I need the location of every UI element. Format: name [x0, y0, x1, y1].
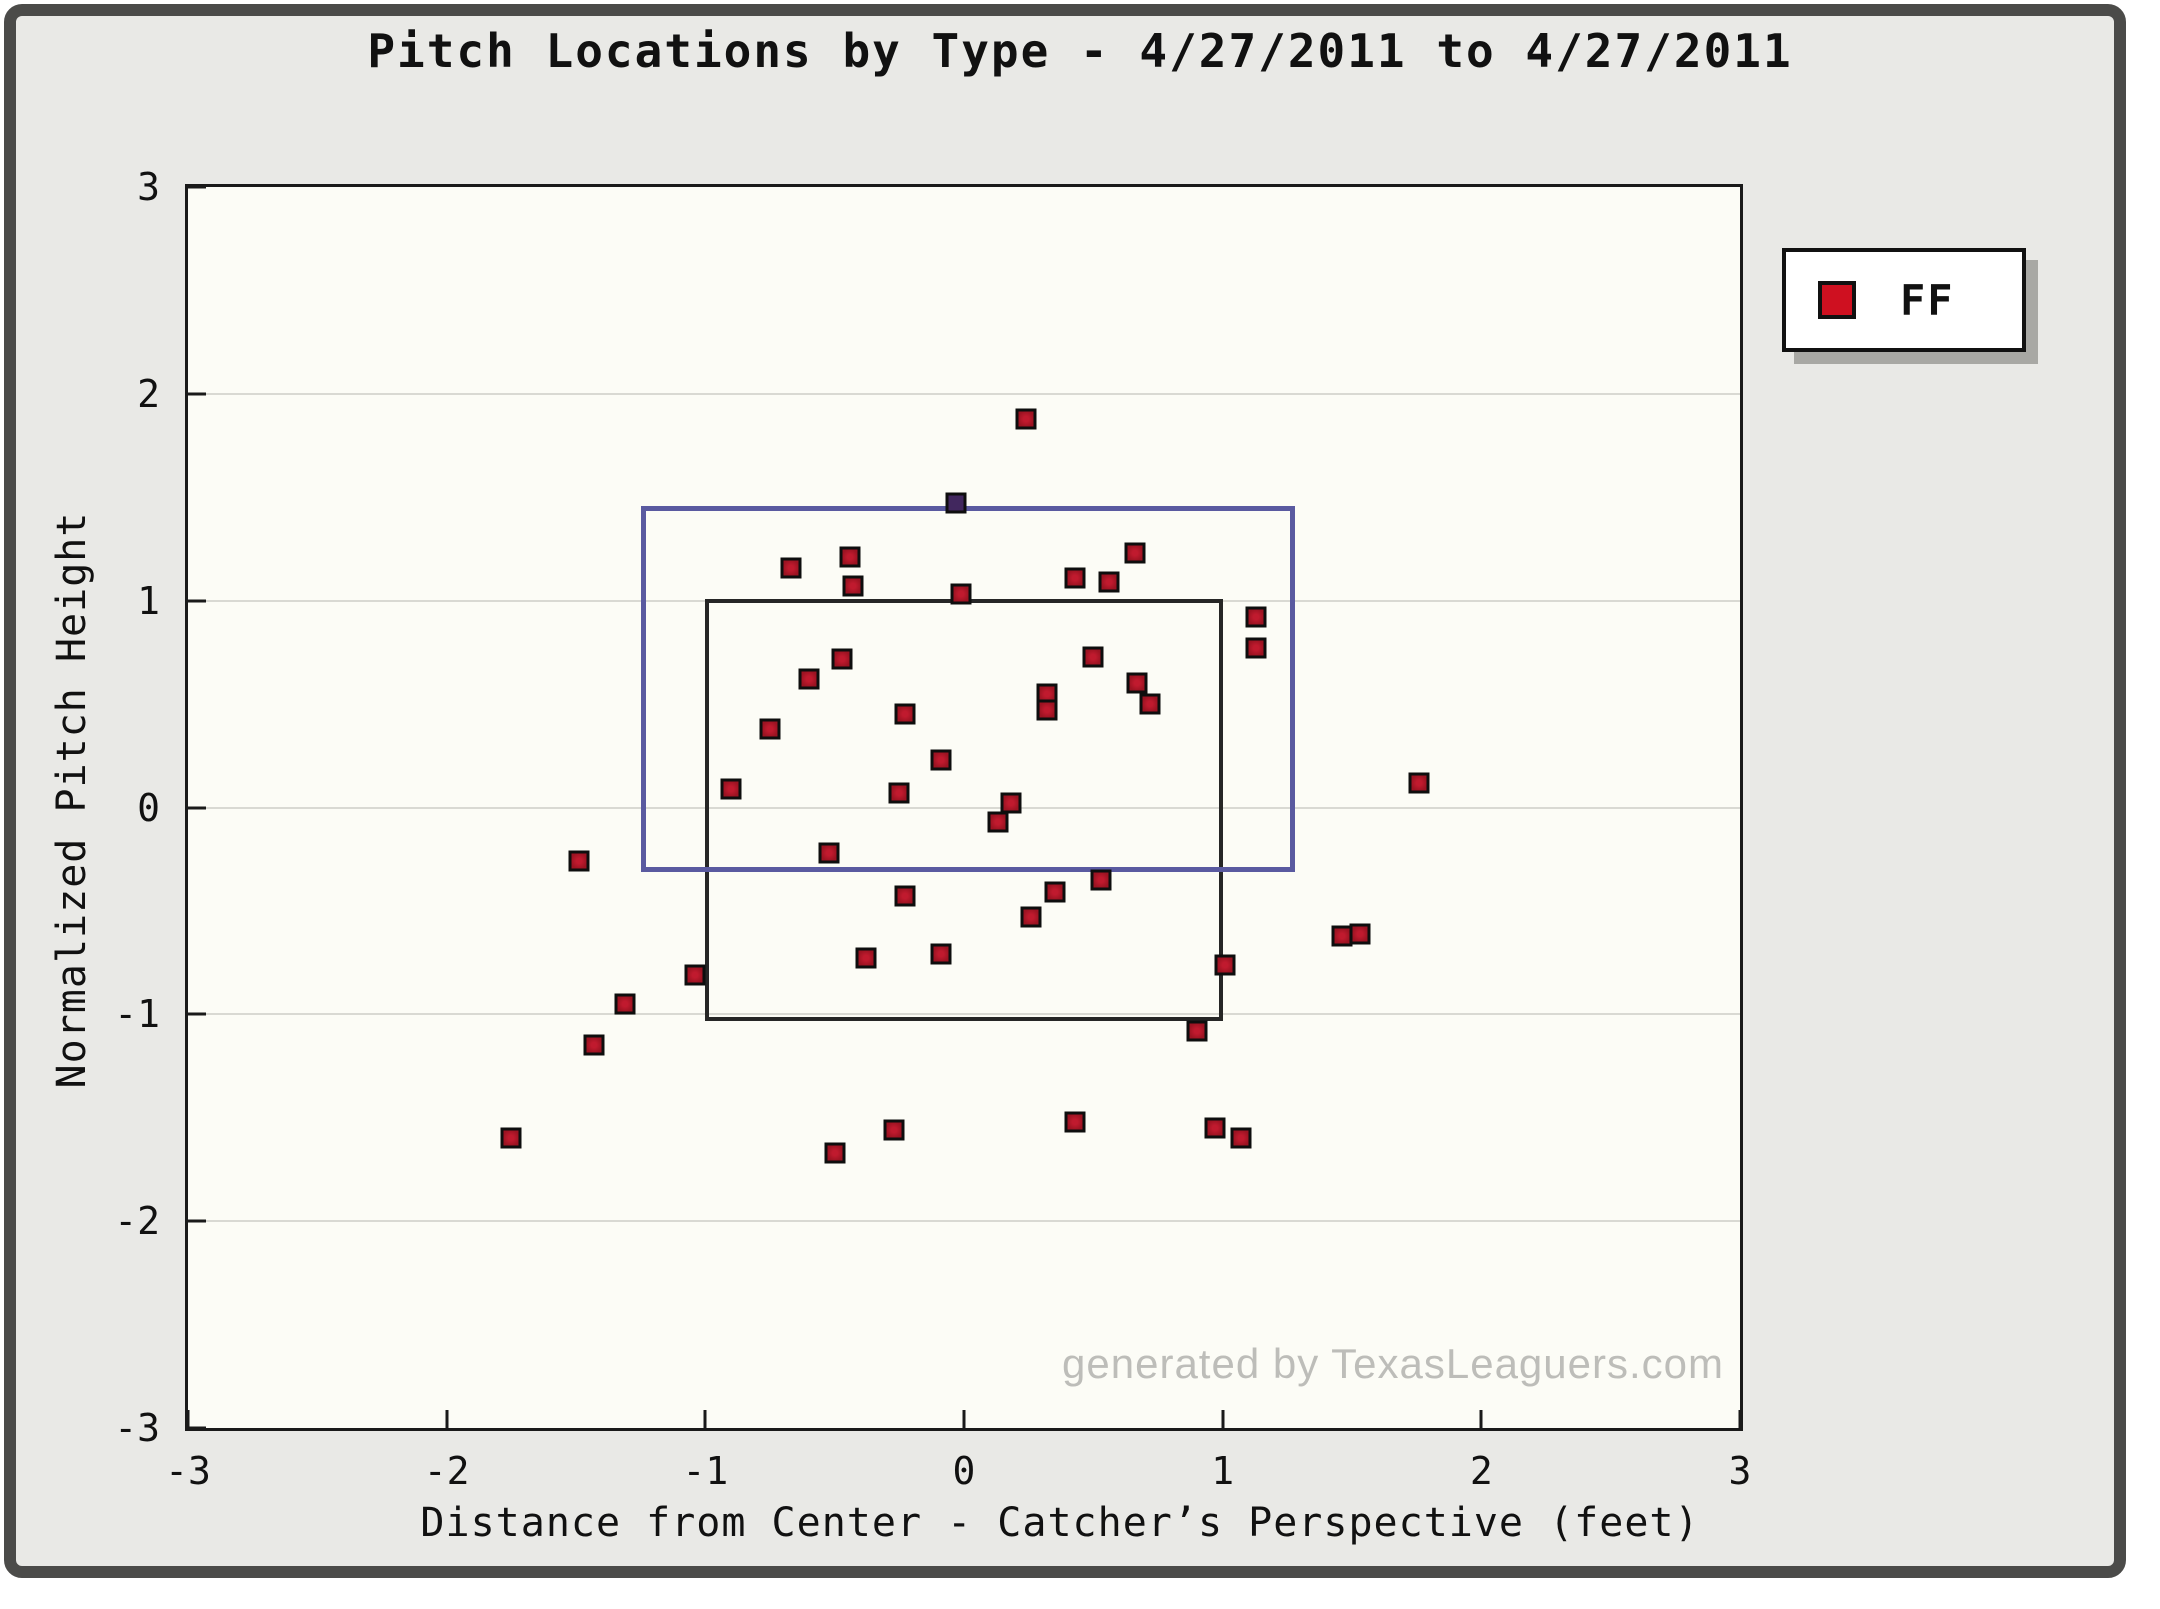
- x-axis-label: Distance from Center - Catcher’s Perspec…: [420, 1500, 1700, 1546]
- data-point-ff: [780, 557, 802, 579]
- chart-title: Pitch Locations by Type - 4/27/2011 to 4…: [367, 24, 1793, 78]
- data-point-ff: [684, 964, 706, 986]
- data-point-ff: [1230, 1127, 1252, 1149]
- y-tick-2: [188, 392, 206, 396]
- x-tick-label-3: 3: [1728, 1449, 1752, 1493]
- x-tick-label--3: -3: [165, 1449, 211, 1493]
- data-point-ff: [1064, 567, 1086, 589]
- data-point-ff: [1020, 906, 1042, 928]
- data-point-ff: [1044, 881, 1066, 903]
- y-tick--2: [188, 1219, 206, 1223]
- data-point-ff: [759, 718, 781, 740]
- x-tick-label--2: -2: [423, 1449, 470, 1493]
- data-point-ff: [1126, 672, 1148, 694]
- data-point-ff: [798, 668, 820, 690]
- x-tick--2: [445, 1410, 449, 1428]
- data-point-ff: [842, 575, 864, 597]
- x-tick-label--1: -1: [682, 1449, 729, 1493]
- data-point-ff: [855, 947, 877, 969]
- y-tick-label--3: -3: [114, 1406, 160, 1450]
- data-point-ff-on-zone-edge: [945, 492, 967, 514]
- x-tick-2: [1479, 1410, 1483, 1428]
- gridline-y--1: [188, 1013, 1740, 1016]
- y-tick--1: [188, 1012, 206, 1016]
- x-tick--1: [703, 1410, 707, 1428]
- y-tick-label--1: -1: [114, 992, 160, 1037]
- x-tick-label-2: 2: [1469, 1449, 1493, 1493]
- legend: FF: [1782, 248, 2026, 352]
- y-tick--3: [188, 1426, 206, 1430]
- data-point-ff: [1245, 637, 1267, 659]
- data-point-ff: [818, 842, 840, 864]
- y-tick-1: [188, 599, 206, 603]
- data-point-ff: [1245, 606, 1267, 628]
- data-point-ff: [1036, 699, 1058, 721]
- data-point-ff: [568, 850, 590, 872]
- y-tick-label-0: 0: [137, 785, 160, 830]
- data-point-ff: [1098, 571, 1120, 593]
- data-point-ff: [987, 811, 1009, 833]
- watermark: generated by TexasLeaguers.com: [1062, 1340, 1724, 1387]
- x-tick-3: [1738, 1410, 1742, 1428]
- gridline-y-0: [188, 806, 1740, 809]
- data-point-ff: [894, 885, 915, 907]
- data-point-ff: [1082, 646, 1104, 667]
- data-point-ff: [1204, 1117, 1226, 1139]
- gridline-y--2: [188, 1220, 1740, 1223]
- x-tick--3: [186, 1410, 190, 1428]
- data-point-ff: [888, 782, 910, 804]
- x-tick-1: [1221, 1410, 1225, 1428]
- data-point-ff: [839, 546, 861, 568]
- data-point-ff: [1139, 693, 1161, 715]
- data-point-ff: [500, 1127, 522, 1149]
- data-point-ff: [950, 583, 972, 605]
- data-point-ff: [1408, 772, 1430, 794]
- y-tick-0: [188, 806, 206, 809]
- x-tick-label-0: 0: [952, 1449, 976, 1493]
- data-point-ff: [831, 648, 853, 670]
- data-point-ff: [1186, 1020, 1208, 1042]
- y-tick-label-3: 3: [137, 165, 160, 209]
- data-point-ff: [614, 993, 636, 1015]
- gridline-y-2: [188, 392, 1740, 395]
- y-tick-3: [188, 185, 206, 189]
- data-point-ff: [1214, 954, 1236, 976]
- data-point-ff: [1015, 408, 1037, 430]
- data-point-ff: [1090, 869, 1112, 891]
- plot-area: [185, 184, 1743, 1431]
- data-point-ff: [1124, 542, 1146, 564]
- legend-ff-label: FF: [1900, 275, 1955, 325]
- y-tick-label-2: 2: [137, 371, 160, 416]
- data-point-ff: [894, 703, 915, 725]
- y-tick-label-1: 1: [137, 578, 160, 623]
- data-point-ff: [583, 1034, 605, 1056]
- data-point-ff: [930, 943, 952, 965]
- data-point-ff: [930, 749, 952, 771]
- x-tick-label-1: 1: [1211, 1449, 1235, 1493]
- data-point-ff: [883, 1119, 905, 1141]
- data-point-ff: [1349, 923, 1371, 945]
- data-point-ff: [720, 778, 742, 800]
- data-point-ff: [1064, 1111, 1086, 1133]
- y-tick-label--2: -2: [114, 1199, 160, 1244]
- data-point-ff: [824, 1142, 846, 1164]
- legend-ff-marker-icon: [1818, 281, 1856, 319]
- data-point-ff: [1000, 792, 1022, 814]
- x-tick-0: [962, 1410, 966, 1428]
- strike-zone-expanded: [640, 505, 1296, 872]
